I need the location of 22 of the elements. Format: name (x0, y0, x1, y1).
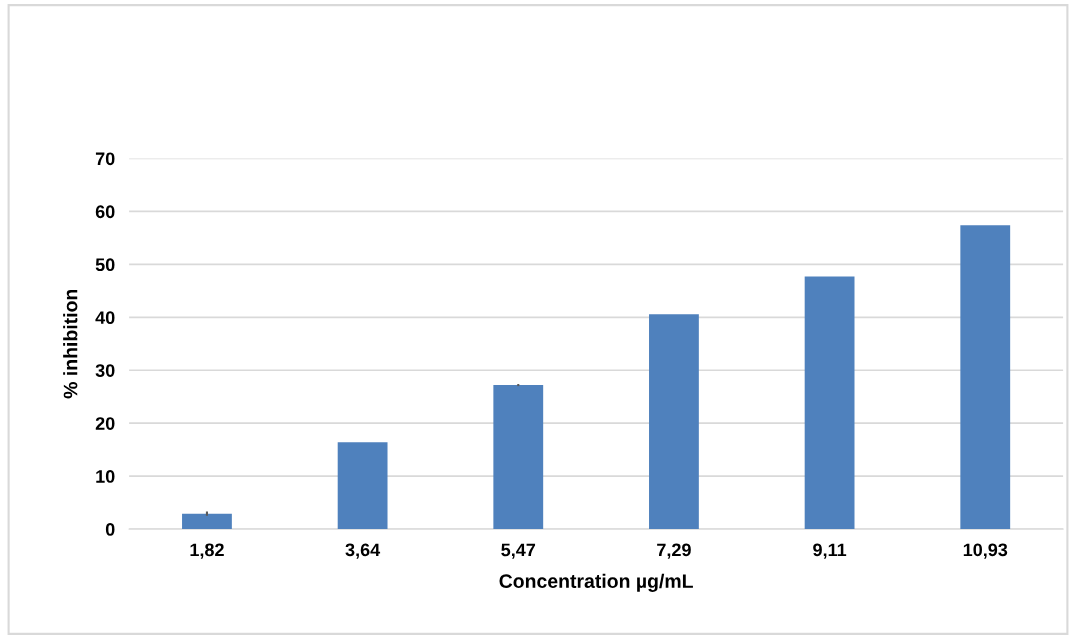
x-tick-label: 7,29 (657, 543, 691, 559)
y-tick-label: 0 (105, 523, 115, 536)
bar (493, 385, 544, 530)
y-tick-label: 30 (95, 364, 115, 377)
y-tick-label: 50 (95, 258, 115, 272)
bar (182, 513, 232, 530)
x-tick-label: 9,11 (813, 543, 847, 559)
x-axis-title: Concentration µg/mL (499, 573, 693, 592)
x-tick-label: 5,47 (501, 543, 536, 559)
x-tick-label: 3,64 (345, 543, 381, 559)
bar (804, 276, 855, 530)
bar (337, 442, 388, 530)
bar (649, 314, 699, 530)
bar (960, 225, 1011, 530)
x-tick-label: 10,93 (963, 543, 1008, 559)
y-tick-label: 10 (96, 470, 115, 483)
y-tick-label: 60 (95, 205, 115, 219)
y-tick-label: 70 (95, 152, 115, 166)
y-tick-label: 40 (95, 311, 115, 325)
y-tick-label: 20 (95, 417, 115, 430)
y-axis-title: % inhibition (63, 289, 78, 399)
x-tick-label: 1,82 (190, 543, 224, 559)
